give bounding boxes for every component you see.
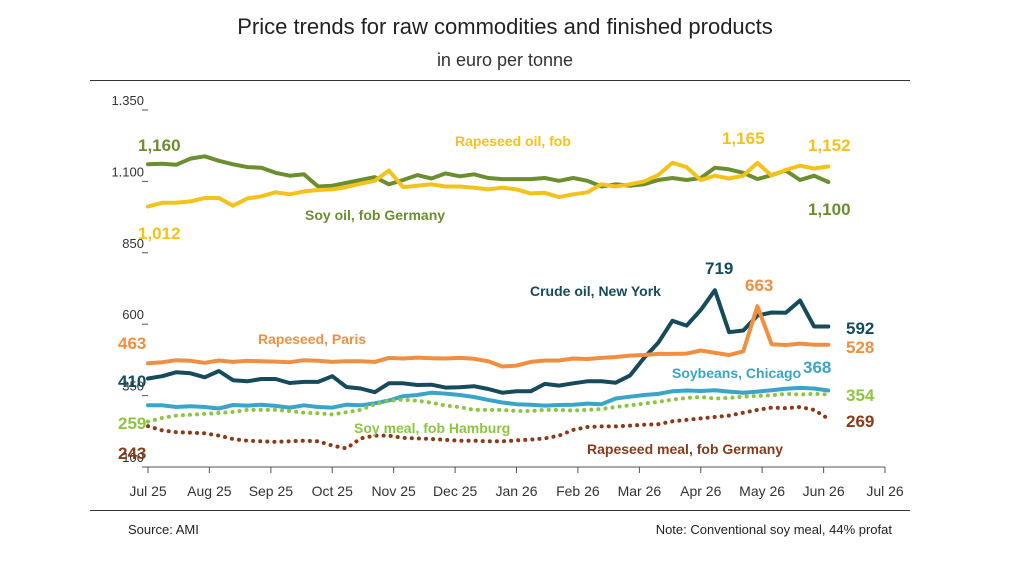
- series-end-value: 269: [846, 412, 874, 431]
- x-tick-label: Mar 26: [618, 483, 662, 499]
- x-tick-label: May 26: [739, 483, 785, 499]
- y-tick-label: 850: [122, 236, 144, 251]
- x-tick-label: Jul 25: [129, 483, 167, 499]
- series-name-label: Crude oil, New York: [530, 283, 661, 299]
- series-end-value: 354: [846, 386, 875, 405]
- series-peak-value: 663: [745, 276, 773, 295]
- series-line: [146, 385, 831, 411]
- series-name-label: Rapeseed, Paris: [258, 331, 366, 347]
- series-end-value: 1,152: [808, 136, 851, 155]
- top-rule: [90, 80, 910, 81]
- series-line: [146, 288, 831, 395]
- series-start-value: 1,012: [138, 224, 181, 243]
- series-start-value: 243: [118, 444, 146, 463]
- series-line: [146, 391, 831, 424]
- x-tick-label: Jan 26: [495, 483, 537, 499]
- y-tick-label: 600: [122, 307, 144, 322]
- x-tick-label: Nov 25: [371, 483, 416, 499]
- series-line: [146, 405, 831, 451]
- x-tick-label: Dec 25: [433, 483, 478, 499]
- y-tick-label: 100: [122, 450, 144, 465]
- x-tick-label: Jun 26: [803, 483, 845, 499]
- x-tick-label: Sep 25: [249, 483, 294, 499]
- y-tick-label: 1.100: [111, 164, 144, 179]
- y-tick-label: 1.350: [111, 93, 144, 108]
- series-start-value: 463: [118, 334, 146, 353]
- series-start-value: 1,160: [138, 136, 181, 155]
- series-name-label: Rapeseed oil, fob: [455, 133, 571, 149]
- series-name-label: Soy oil, fob Germany: [305, 207, 445, 223]
- x-tick-label: Apr 26: [680, 483, 721, 499]
- series-end-value: 1,100: [808, 200, 851, 219]
- series-peak-value: 719: [705, 259, 733, 278]
- source-note: Source: AMI: [128, 522, 199, 537]
- chart-title: Price trends for raw commodities and fin…: [237, 14, 773, 39]
- series-line: [146, 304, 831, 369]
- series-end-value: 368: [803, 358, 831, 377]
- y-tick-label: 350: [122, 379, 144, 394]
- series-start-value: 410: [118, 372, 146, 391]
- series-name-label: Rapeseed meal, fob Germany: [587, 441, 783, 457]
- chart-subtitle: in euro per tonne: [436, 50, 574, 70]
- footnote: Note: Conventional soy meal, 44% profat: [655, 522, 892, 537]
- series-line: [146, 160, 831, 209]
- series-start-value: 259: [118, 414, 146, 433]
- series-end-value: 528: [846, 338, 874, 357]
- bottom-rule: [90, 510, 910, 511]
- x-tick-label: Jul 26: [866, 483, 904, 499]
- x-tick-label: Feb 26: [556, 483, 600, 499]
- x-tick-label: Oct 25: [312, 483, 353, 499]
- series-line: [146, 154, 831, 189]
- x-tick-label: Aug 25: [187, 483, 232, 499]
- series-peak-value: 1,165: [722, 129, 765, 148]
- series-name-label: Soybeans, Chicago: [672, 365, 801, 381]
- series-end-value: 592: [846, 319, 874, 338]
- series-name-label: Soy meal, fob Hamburg: [354, 420, 510, 436]
